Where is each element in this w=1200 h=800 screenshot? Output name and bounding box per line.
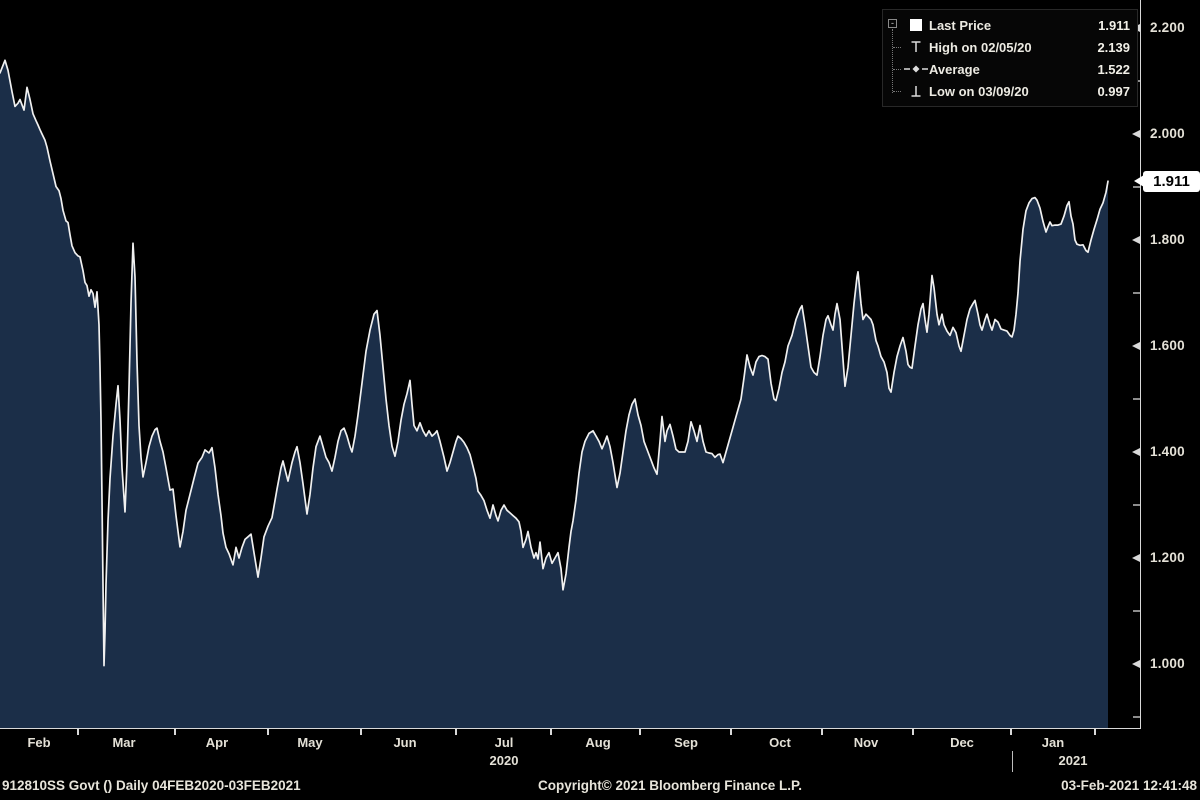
x-month-label: Mar [112,735,136,750]
y-tick-label: 2.000 [1150,125,1185,141]
x-month-label: Aug [585,735,611,750]
price-line [0,59,1109,667]
copyright-text: Copyright© 2021 Bloomberg Finance L.P. [538,778,803,793]
x-month-label: Jan [1041,735,1065,750]
x-month-tick [912,729,914,735]
y-major-tick [1132,129,1140,138]
x-axis-line [0,728,1141,729]
x-year-label: 2020 [489,753,519,768]
legend-tree-line [892,29,893,93]
x-month-tick [77,729,79,735]
y-major-tick [1132,235,1140,244]
x-month-tick [455,729,457,735]
high-bracket-icon [903,40,929,54]
x-month-label: Sep [674,735,698,750]
security-ticker-info: 912810SS Govt () Daily 04FEB2020-03FEB20… [2,778,301,793]
x-month-tick [360,729,362,735]
x-month-label: May [297,735,323,750]
x-month-tick [639,729,641,735]
timestamp: 03-Feb-2021 12:41:48 [1061,778,1197,793]
y-minor-tick [1133,397,1140,400]
x-month-tick [1010,729,1012,735]
status-bar: 912810SS Govt () Daily 04FEB2020-03FEB20… [0,772,1200,800]
x-month-label: Jun [393,735,417,750]
legend-tree-stub [893,91,901,92]
legend-row-average[interactable]: Average 1.522 [883,58,1137,80]
last-price-tag: 1.911 [1143,170,1200,192]
x-month-label: Nov [853,735,879,750]
x-month-label: Apr [205,735,229,750]
y-minor-tick [1133,609,1140,612]
legend-label: Average [929,61,980,77]
x-month-tick [821,729,823,735]
x-month-tick [550,729,552,735]
price-area-fill [0,60,1108,729]
legend-panel[interactable]: - Last Price 1.911 High on 02/05/20 2.139 Av… [882,9,1138,107]
legend-label: High on 02/05/20 [929,39,1032,55]
y-minor-tick [1133,715,1140,718]
legend-label: Low on 03/09/20 [929,83,1029,99]
y-tick-label: 1.000 [1150,655,1185,671]
y-major-tick [1132,553,1140,562]
year-separator [1012,751,1013,773]
last-price-tag-arrow [1134,175,1144,188]
legend-value: 1.522 [1097,61,1130,77]
y-minor-tick [1133,503,1140,506]
legend-row-last-price[interactable]: Last Price 1.911 [883,14,1137,36]
y-major-tick [1132,341,1140,350]
legend-label: Last Price [929,17,992,33]
y-tick-label: 1.800 [1150,231,1185,247]
legend-row-low-on-03-09-20[interactable]: Low on 03/09/20 0.997 [883,80,1137,102]
x-month-tick [174,729,176,735]
legend-tree-stub [893,69,901,70]
price-line-chart[interactable] [0,0,1141,729]
legend-row-high-on-02-05-20[interactable]: High on 02/05/20 2.139 [883,36,1137,58]
x-month-label: Feb [27,735,51,750]
x-month-tick [267,729,269,735]
x-year-label: 2021 [1058,753,1088,768]
x-month-label: Dec [950,735,974,750]
legend-value: 0.997 [1097,83,1130,99]
legend-value: 1.911 [1098,17,1130,33]
low-bracket-icon [903,84,929,98]
x-month-tick [730,729,732,735]
x-month-label: Jul [494,735,514,750]
y-major-tick [1132,659,1140,668]
y-tick-label: 1.400 [1150,443,1185,459]
y-axis-line [1140,0,1141,729]
square-icon [903,18,929,32]
legend-collapse-toggle[interactable]: - [888,19,897,28]
x-month-label: Oct [769,735,791,750]
y-tick-label: 1.600 [1150,337,1185,353]
legend-tree-stub [893,47,901,48]
legend-value: 2.139 [1097,39,1130,55]
average-dash-icon [903,62,929,76]
y-minor-tick [1133,291,1140,294]
x-month-tick [1094,729,1096,735]
y-major-tick [1132,447,1140,456]
y-tick-label: 1.200 [1150,549,1185,565]
y-tick-label: 2.200 [1150,19,1185,35]
